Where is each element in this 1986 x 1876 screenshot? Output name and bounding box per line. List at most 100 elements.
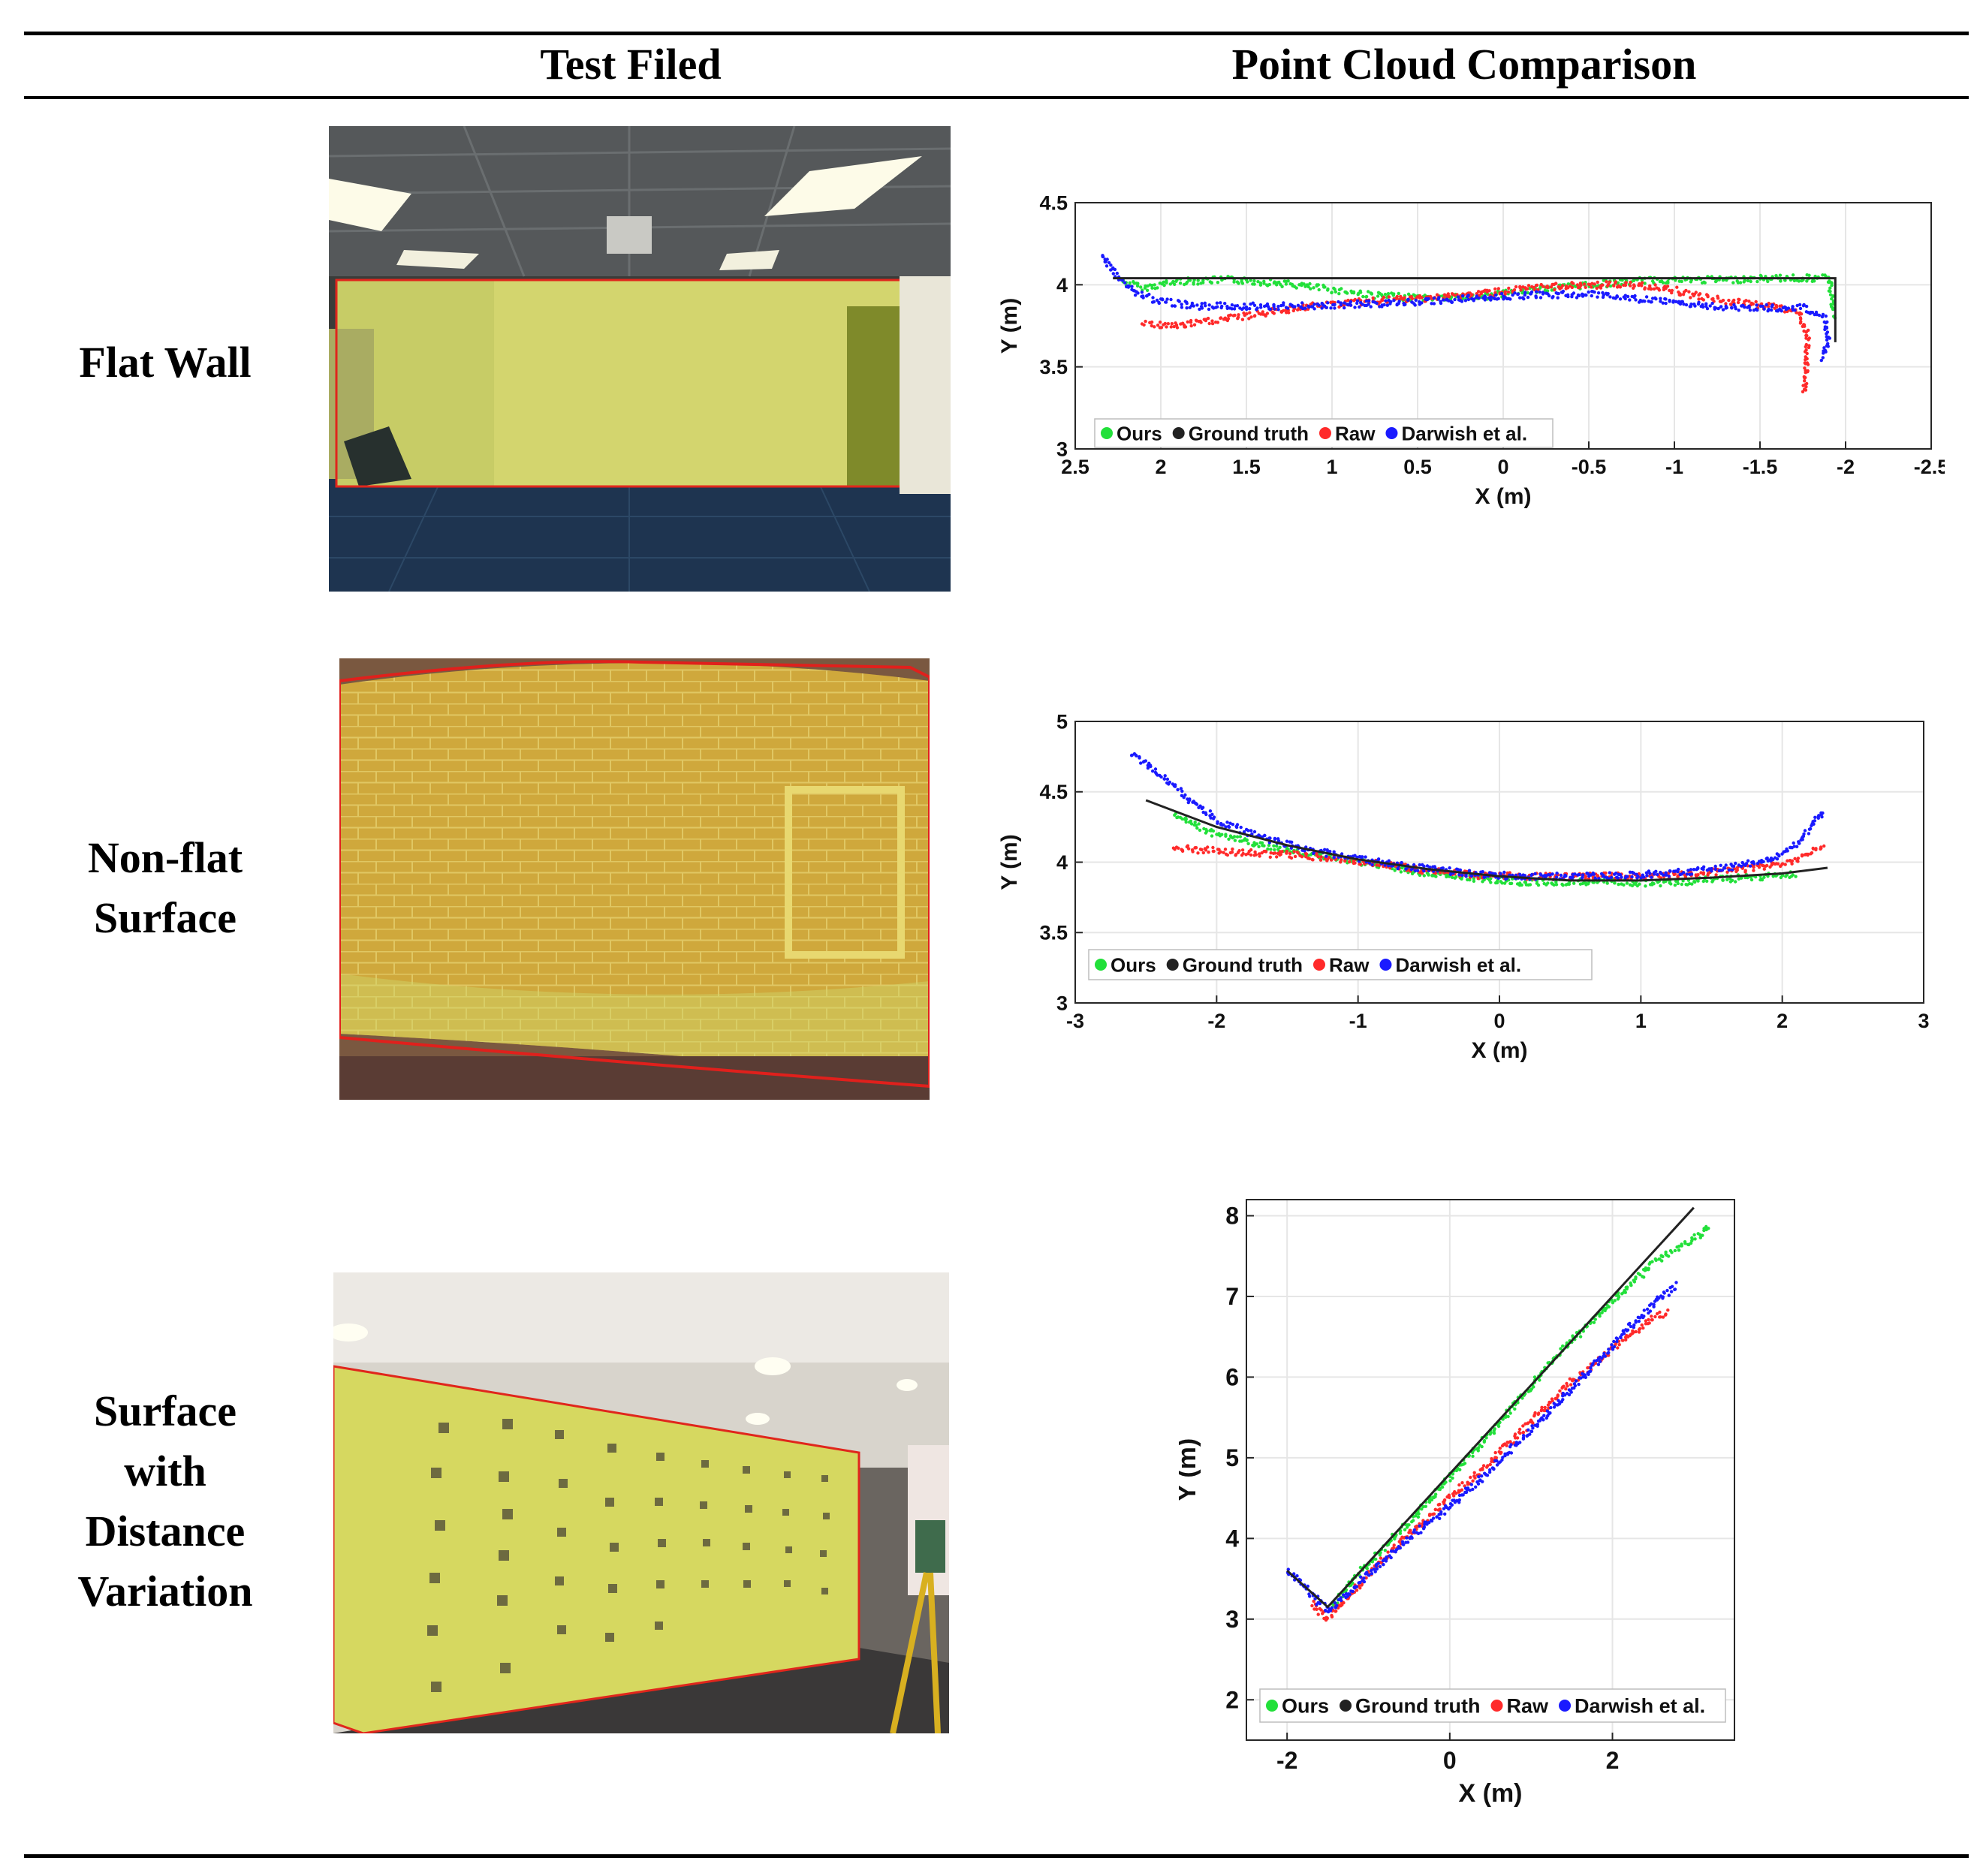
data-point	[1444, 1504, 1448, 1508]
data-point	[1790, 859, 1795, 863]
data-point	[1265, 312, 1270, 315]
data-point	[1422, 864, 1426, 869]
data-point	[1569, 1390, 1573, 1394]
data-point	[1647, 1321, 1651, 1325]
data-point	[1803, 829, 1807, 833]
data-point	[1177, 300, 1181, 303]
data-point	[1684, 303, 1689, 307]
data-point	[1551, 1399, 1554, 1403]
data-point	[1806, 370, 1810, 374]
series-ground-truth	[1145, 799, 1828, 882]
data-point	[1243, 303, 1246, 306]
data-point	[1198, 828, 1202, 833]
data-point	[1526, 291, 1529, 295]
data-point	[1437, 1513, 1441, 1516]
data-point	[1382, 295, 1386, 300]
data-point	[1644, 871, 1649, 875]
data-point	[1650, 875, 1653, 879]
data-point	[1535, 1423, 1539, 1426]
data-point	[1267, 282, 1271, 287]
data-point	[1592, 881, 1596, 884]
data-point	[1479, 291, 1483, 296]
data-point	[1545, 1409, 1550, 1413]
data-point	[1529, 290, 1534, 294]
data-point	[1374, 1557, 1378, 1561]
data-point	[1738, 281, 1743, 285]
data-point	[1219, 850, 1222, 854]
chart-flat-wall: 2.5 2 1.5 1 0.5 0 -0.5 -1 -1.5 -2 -2.5 3 3.5 4 4.5 X (m…	[991, 180, 1945, 533]
data-point	[1634, 1320, 1638, 1324]
data-point	[1513, 291, 1517, 295]
data-point	[1346, 291, 1349, 295]
data-point	[1193, 821, 1197, 824]
data-point	[1280, 285, 1284, 288]
data-point	[1692, 292, 1696, 297]
data-point	[1427, 1513, 1432, 1517]
col-header-point-cloud: Point Cloud Comparison	[1231, 40, 1697, 89]
data-point	[1693, 1237, 1697, 1241]
data-point	[1629, 1324, 1633, 1329]
data-point	[1583, 1374, 1587, 1378]
data-point	[1248, 307, 1252, 311]
data-point	[1653, 1257, 1657, 1261]
data-point	[1157, 301, 1161, 306]
data-point	[1471, 1454, 1475, 1458]
data-point	[1387, 295, 1391, 299]
data-point	[1355, 1588, 1359, 1592]
data-point	[1411, 1519, 1415, 1522]
data-point	[1412, 863, 1416, 867]
data-point	[1693, 880, 1697, 884]
legend-marker	[1385, 427, 1398, 439]
y-tick-label: 6	[1225, 1364, 1239, 1391]
data-point	[1602, 1351, 1606, 1356]
data-point	[1567, 1393, 1572, 1397]
data-point	[1456, 295, 1460, 299]
data-point	[1786, 859, 1789, 863]
data-point	[1674, 1281, 1678, 1284]
data-point	[1596, 1363, 1601, 1366]
y-tick-label: 8	[1225, 1203, 1239, 1230]
data-point	[1230, 307, 1234, 311]
data-point	[1783, 863, 1787, 866]
data-point	[1528, 1432, 1532, 1436]
data-point	[1282, 309, 1285, 312]
data-point	[1589, 873, 1593, 877]
series-darwish-et-al-	[1101, 254, 1831, 363]
data-point	[1238, 835, 1243, 839]
data-point	[1284, 282, 1288, 286]
data-point	[1204, 304, 1207, 308]
data-point	[1448, 866, 1451, 870]
data-point	[1601, 295, 1605, 300]
chart-non-flat: -3 -2 -1 0 1 2 3 3 3.5 4 4.5 5 X (m) Y (m) Ours Ground …	[991, 702, 1945, 1070]
data-point	[1761, 304, 1764, 309]
y-tick-label: 3	[1056, 992, 1068, 1014]
data-point	[1252, 841, 1256, 845]
data-point	[1736, 281, 1740, 285]
data-point	[1249, 848, 1253, 852]
data-point	[1629, 1332, 1633, 1336]
data-point	[1194, 824, 1198, 827]
data-point	[1618, 873, 1623, 877]
data-point	[1220, 824, 1225, 827]
data-point	[1155, 298, 1159, 303]
data-point	[1206, 316, 1210, 321]
data-point	[1358, 863, 1363, 866]
data-point	[1353, 854, 1357, 857]
data-point	[1355, 299, 1360, 303]
data-point	[1792, 845, 1796, 848]
data-point	[1147, 292, 1151, 297]
data-point	[1623, 297, 1627, 301]
legend-marker	[1318, 427, 1331, 439]
data-point	[1468, 1489, 1472, 1492]
data-point	[1448, 1502, 1453, 1506]
data-point	[1246, 842, 1250, 845]
data-point	[1606, 282, 1611, 287]
data-point	[1734, 861, 1737, 866]
data-point	[1225, 305, 1229, 309]
data-point	[1642, 1314, 1646, 1318]
data-point	[1353, 306, 1357, 309]
data-point	[1229, 835, 1233, 839]
data-point	[1365, 1567, 1369, 1570]
data-point	[1275, 844, 1279, 848]
data-point	[1158, 321, 1162, 324]
